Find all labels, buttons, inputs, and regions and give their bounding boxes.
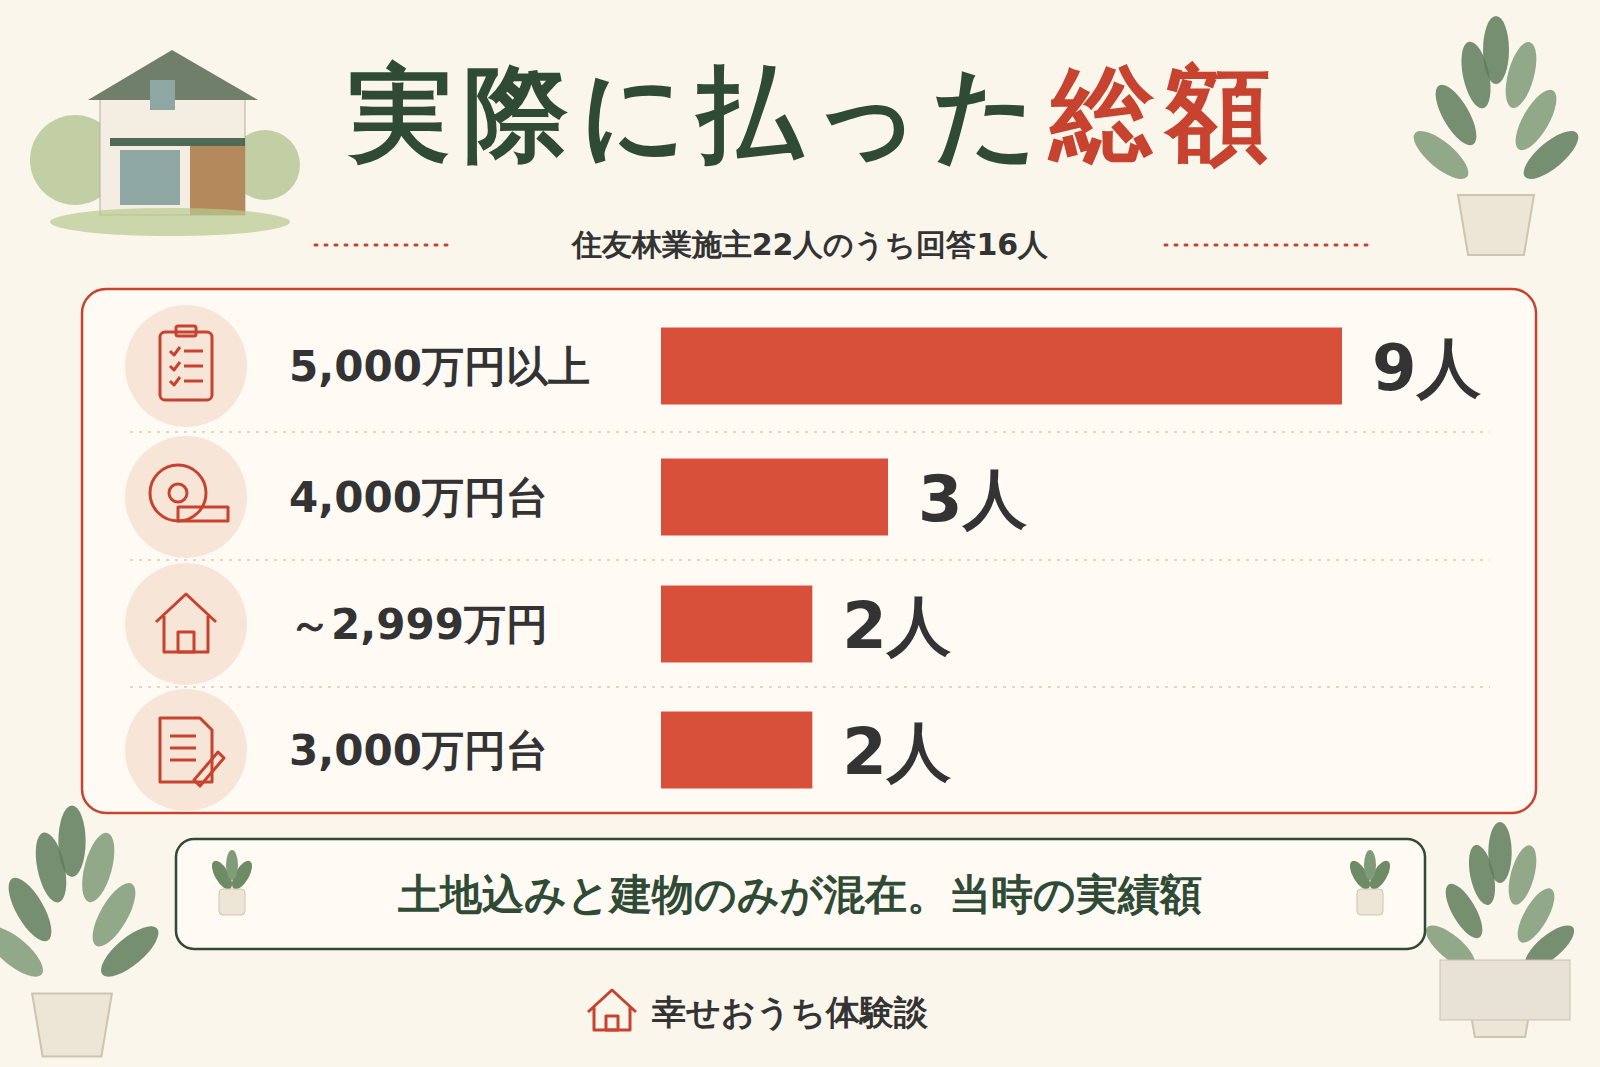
house-eave <box>110 138 245 146</box>
leaf <box>1483 16 1509 84</box>
annotation-box <box>176 839 1425 949</box>
pot <box>32 994 112 1057</box>
pot <box>1357 889 1383 915</box>
house-wood <box>190 145 245 215</box>
bar <box>661 712 812 789</box>
plant-bottom-right <box>1420 822 1581 1037</box>
row-icon <box>125 436 247 558</box>
source-door <box>606 1016 618 1030</box>
leaf <box>1407 123 1476 187</box>
data-label: 9人 <box>1372 331 1481 405</box>
category-label: 3,000万円台 <box>289 726 548 775</box>
icon-circle <box>125 305 247 427</box>
icon-line <box>170 735 196 738</box>
icon-line <box>184 350 203 353</box>
icon-clipboard <box>160 332 212 400</box>
leaf <box>1364 850 1376 880</box>
icon-line <box>184 365 203 368</box>
leaf <box>94 918 166 985</box>
annotation-plant <box>1346 850 1394 915</box>
annotation-plant <box>208 850 256 915</box>
bars <box>661 328 1342 789</box>
pot <box>1458 195 1534 255</box>
pot <box>219 889 245 915</box>
house-window <box>120 150 180 205</box>
icon-check <box>170 362 180 370</box>
category-label: 4,000万円台 <box>289 473 548 522</box>
icon-check <box>170 347 180 355</box>
chart-root: 実際に払った総額住友林業施主22人のうち回答16人 5,000万円以上 9人 4,00… <box>0 0 1600 1067</box>
source-icon <box>588 990 636 1030</box>
row-icon <box>125 689 247 811</box>
title-accent: 総額 <box>1047 53 1282 175</box>
icon-tape-core <box>169 484 187 502</box>
subtitle-rule <box>315 244 455 247</box>
source-house <box>588 990 636 1030</box>
row-divider <box>130 431 1490 433</box>
category-label: ～2,999万円 <box>289 600 548 649</box>
icon-doc <box>160 718 212 782</box>
bar <box>661 459 888 536</box>
leaf <box>1517 123 1586 187</box>
icon-pencil <box>194 752 224 786</box>
icon-tape-strip <box>178 507 228 521</box>
icon-door <box>178 632 194 652</box>
bar <box>661 586 812 663</box>
chart-svg: 実際に払った総額住友林業施主22人のうち回答16人 5,000万円以上 9人 4,00… <box>0 0 1600 1067</box>
plant-bottom-left <box>0 806 166 1057</box>
annotation: 土地込みと建物のみが混在。当時の実績額 <box>397 870 1202 919</box>
leaf <box>0 918 50 985</box>
data-label: 3人 <box>918 462 1027 536</box>
subtitle-rule <box>1165 244 1375 247</box>
grass <box>50 208 290 236</box>
subtitle: 住友林業施主22人のうち回答16人 <box>570 227 1049 262</box>
row-divider <box>130 686 1490 688</box>
icon-circle <box>125 436 247 558</box>
leaf <box>1488 822 1511 883</box>
panel <box>82 289 1536 813</box>
source: 幸せおうち体験談 <box>651 992 929 1032</box>
house-window <box>150 80 175 110</box>
data-label: 2人 <box>842 589 951 663</box>
data-label: 2人 <box>842 715 951 789</box>
stone-planter <box>1440 960 1570 1020</box>
house-illustration <box>30 50 300 236</box>
plant-top-right <box>1407 16 1586 255</box>
icon-circle <box>125 689 247 811</box>
category-label: 5,000万円以上 <box>289 342 590 391</box>
leaf <box>226 850 238 880</box>
icon-line <box>170 759 196 762</box>
icon-check <box>170 377 180 385</box>
background <box>0 0 1600 1067</box>
row-icon <box>125 563 247 685</box>
title: 実際に払った総額 <box>347 53 1282 175</box>
house-wall <box>100 95 245 215</box>
icon-circle <box>125 563 247 685</box>
icon-house <box>156 594 216 652</box>
bar <box>661 328 1342 405</box>
icon-clip <box>176 326 196 336</box>
leaf <box>58 806 85 877</box>
title-main: 実際に払った <box>347 53 1050 175</box>
icon-line <box>184 380 203 383</box>
row-icon <box>125 305 247 427</box>
icon-line <box>170 747 196 750</box>
row-divider <box>130 559 1490 561</box>
